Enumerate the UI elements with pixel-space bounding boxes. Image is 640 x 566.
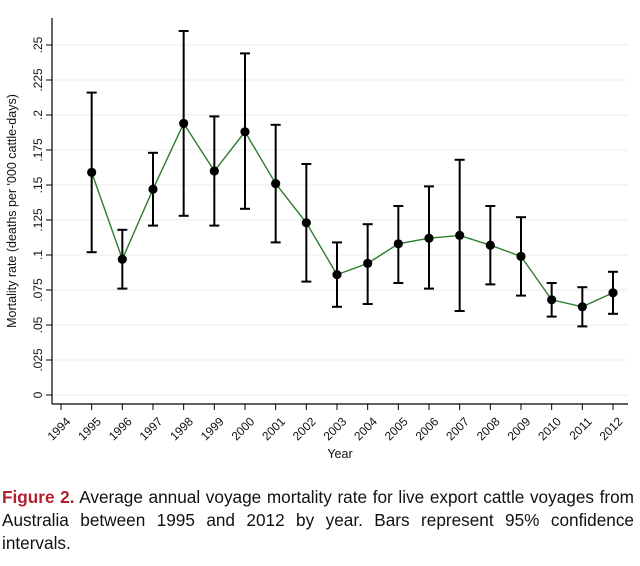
y-tick-label: .2 (31, 110, 45, 120)
x-tick-label: 1999 (198, 414, 227, 443)
data-point (577, 302, 587, 312)
x-tick-label: 2009 (505, 414, 534, 443)
y-tick-label: .175 (31, 138, 45, 162)
y-tick-label: 0 (31, 391, 45, 398)
y-tick-label: .1 (31, 250, 45, 260)
x-tick-label: 2000 (229, 414, 258, 443)
x-tick-label: 2006 (413, 414, 442, 443)
caption-text: Average annual voyage mortality rate for… (2, 487, 634, 553)
chart-area: 0.025.05.075.1.125.15.175.2.225.25 1994 19… (5, 18, 628, 461)
y-tick-label: .15 (31, 176, 45, 193)
data-point (393, 239, 403, 249)
data-point (424, 233, 434, 243)
y-tick-label: .125 (31, 208, 45, 232)
data-point (363, 258, 373, 268)
data-point (240, 127, 250, 137)
y-tick-label: .05 (31, 316, 45, 333)
data-point (148, 184, 158, 194)
x-tick-label: 1995 (75, 414, 104, 443)
data-point (547, 295, 557, 305)
x-tick-label: 2005 (382, 414, 411, 443)
x-tick-label: 2002 (290, 414, 319, 443)
x-tick-label: 1997 (137, 414, 166, 443)
data-point (516, 251, 526, 261)
x-tick-label: 2007 (443, 414, 472, 443)
data-point (455, 230, 465, 240)
x-tick-label: 2011 (567, 414, 595, 442)
data-point (332, 270, 342, 280)
data-point (608, 288, 618, 298)
y-tick-label: .025 (31, 348, 45, 372)
x-axis-title: Year (327, 447, 352, 461)
x-tick-label: 1996 (106, 414, 135, 443)
data-point (485, 240, 495, 250)
x-tick-label: 2003 (321, 414, 350, 443)
figure-caption: Figure 2. Average annual voyage mortalit… (2, 486, 634, 555)
data-point (301, 218, 311, 228)
x-tick-label: 1998 (167, 414, 196, 443)
data-point (87, 167, 97, 177)
x-tick-label: 2008 (474, 414, 503, 443)
data-point (179, 118, 189, 128)
y-axis-title: Mortality rate (deaths per '000 cattle-d… (5, 94, 19, 328)
caption-label: Figure 2. (2, 487, 75, 507)
series-line (91, 121, 614, 308)
x-tick-label: 2012 (597, 414, 626, 443)
x-tick-label: 2010 (535, 414, 564, 443)
data-point (209, 166, 219, 176)
y-tick-label: .075 (31, 278, 45, 302)
x-tick-label: 2004 (351, 414, 380, 443)
x-tick-label: 1994 (45, 414, 74, 443)
x-tick-label: 2001 (259, 414, 288, 443)
y-tick-label: .225 (31, 68, 45, 92)
y-tick-label: .25 (31, 36, 45, 53)
data-point (271, 179, 281, 189)
data-point (117, 254, 127, 264)
